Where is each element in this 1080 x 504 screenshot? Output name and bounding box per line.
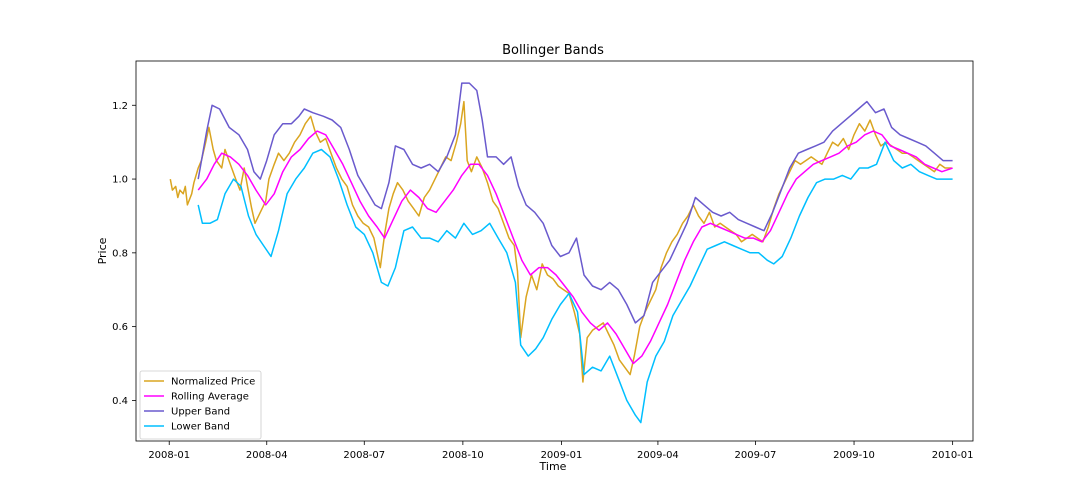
y-tick-label: 1.0 <box>112 175 128 186</box>
legend-box <box>139 370 262 440</box>
x-tick-label: 2008-04 <box>246 450 288 461</box>
legend: Normalized Price Rolling Average Upper Ban… <box>139 370 262 440</box>
legend-label-upper-band: Upper Band <box>171 407 230 418</box>
x-tick-label: 2008-10 <box>442 450 484 461</box>
y-axis: 0.4 0.6 0.8 1.0 1.2 <box>112 101 136 407</box>
legend-label-lower-band: Lower Band <box>171 422 230 433</box>
legend-label-normalized-price: Normalized Price <box>171 377 255 388</box>
x-tick-label: 2009-07 <box>735 450 777 461</box>
y-tick-label: 0.4 <box>112 396 128 407</box>
series-layer <box>169 82 953 424</box>
y-tick-label: 0.6 <box>112 322 128 333</box>
series-line-normalized-price <box>169 100 952 383</box>
legend-label-rolling-average: Rolling Average <box>171 392 249 403</box>
x-tick-label: 2009-01 <box>541 450 583 461</box>
x-tick-label: 2008-01 <box>148 450 190 461</box>
x-tick-label: 2009-10 <box>833 450 875 461</box>
x-axis-label: Time <box>539 460 567 473</box>
plot-area-frame <box>135 60 974 442</box>
y-axis-label: Price <box>96 237 109 264</box>
x-tick-label: 2008-07 <box>343 450 385 461</box>
y-tick-label: 0.8 <box>112 248 128 259</box>
chart-title: Bollinger Bands <box>502 43 604 58</box>
series-line-upper-band <box>197 82 953 324</box>
x-tick-label: 2009-04 <box>637 450 679 461</box>
x-tick-label: 2010-01 <box>932 450 974 461</box>
series-line-rolling-average <box>197 130 953 365</box>
series-line-lower-band <box>197 141 953 424</box>
y-tick-label: 1.2 <box>112 101 128 112</box>
x-axis: 2008-01 2008-04 2008-07 2008-10 2009-01 2009-… <box>148 441 974 461</box>
